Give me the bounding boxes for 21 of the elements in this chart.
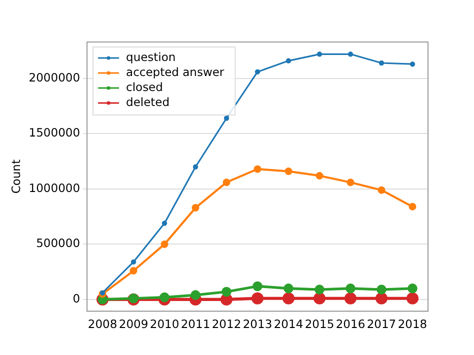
- y-tick-label: 1000000: [28, 180, 80, 195]
- x-tick-label: 2016: [336, 317, 366, 332]
- y-tick-label: 2000000: [28, 70, 80, 84]
- x-tick-label: 2015: [304, 317, 334, 332]
- y-tick-label: 1500000: [28, 126, 80, 140]
- y-axis-title: Count: [8, 159, 23, 194]
- x-tick-label: 2013: [242, 317, 272, 332]
- x-tick-label: 2008: [88, 317, 118, 332]
- x-tick-label: 2017: [366, 317, 396, 332]
- x-tick-label: 2012: [212, 317, 242, 332]
- legend-label: question: [126, 50, 176, 64]
- x-tick-label: 2014: [274, 317, 304, 332]
- y-tick-label: 500000: [36, 236, 80, 250]
- x-tick-label: 2018: [398, 317, 428, 332]
- x-tick-label: 2011: [180, 317, 210, 332]
- legend-label: deleted: [126, 94, 170, 109]
- legend-label: closed: [126, 80, 163, 94]
- y-tick-label: 0: [72, 291, 80, 306]
- legend-label: accepted answer: [126, 64, 224, 79]
- x-tick-label: 2009: [118, 317, 148, 332]
- x-tick-label: 2010: [150, 317, 180, 332]
